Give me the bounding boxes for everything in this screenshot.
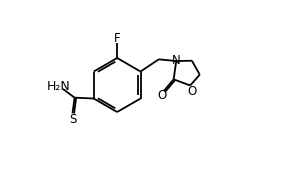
Text: S: S bbox=[69, 113, 76, 125]
Text: H₂N: H₂N bbox=[47, 80, 70, 93]
Text: O: O bbox=[157, 89, 167, 102]
Text: F: F bbox=[114, 32, 121, 45]
Text: O: O bbox=[187, 85, 196, 98]
Text: N: N bbox=[172, 54, 181, 67]
